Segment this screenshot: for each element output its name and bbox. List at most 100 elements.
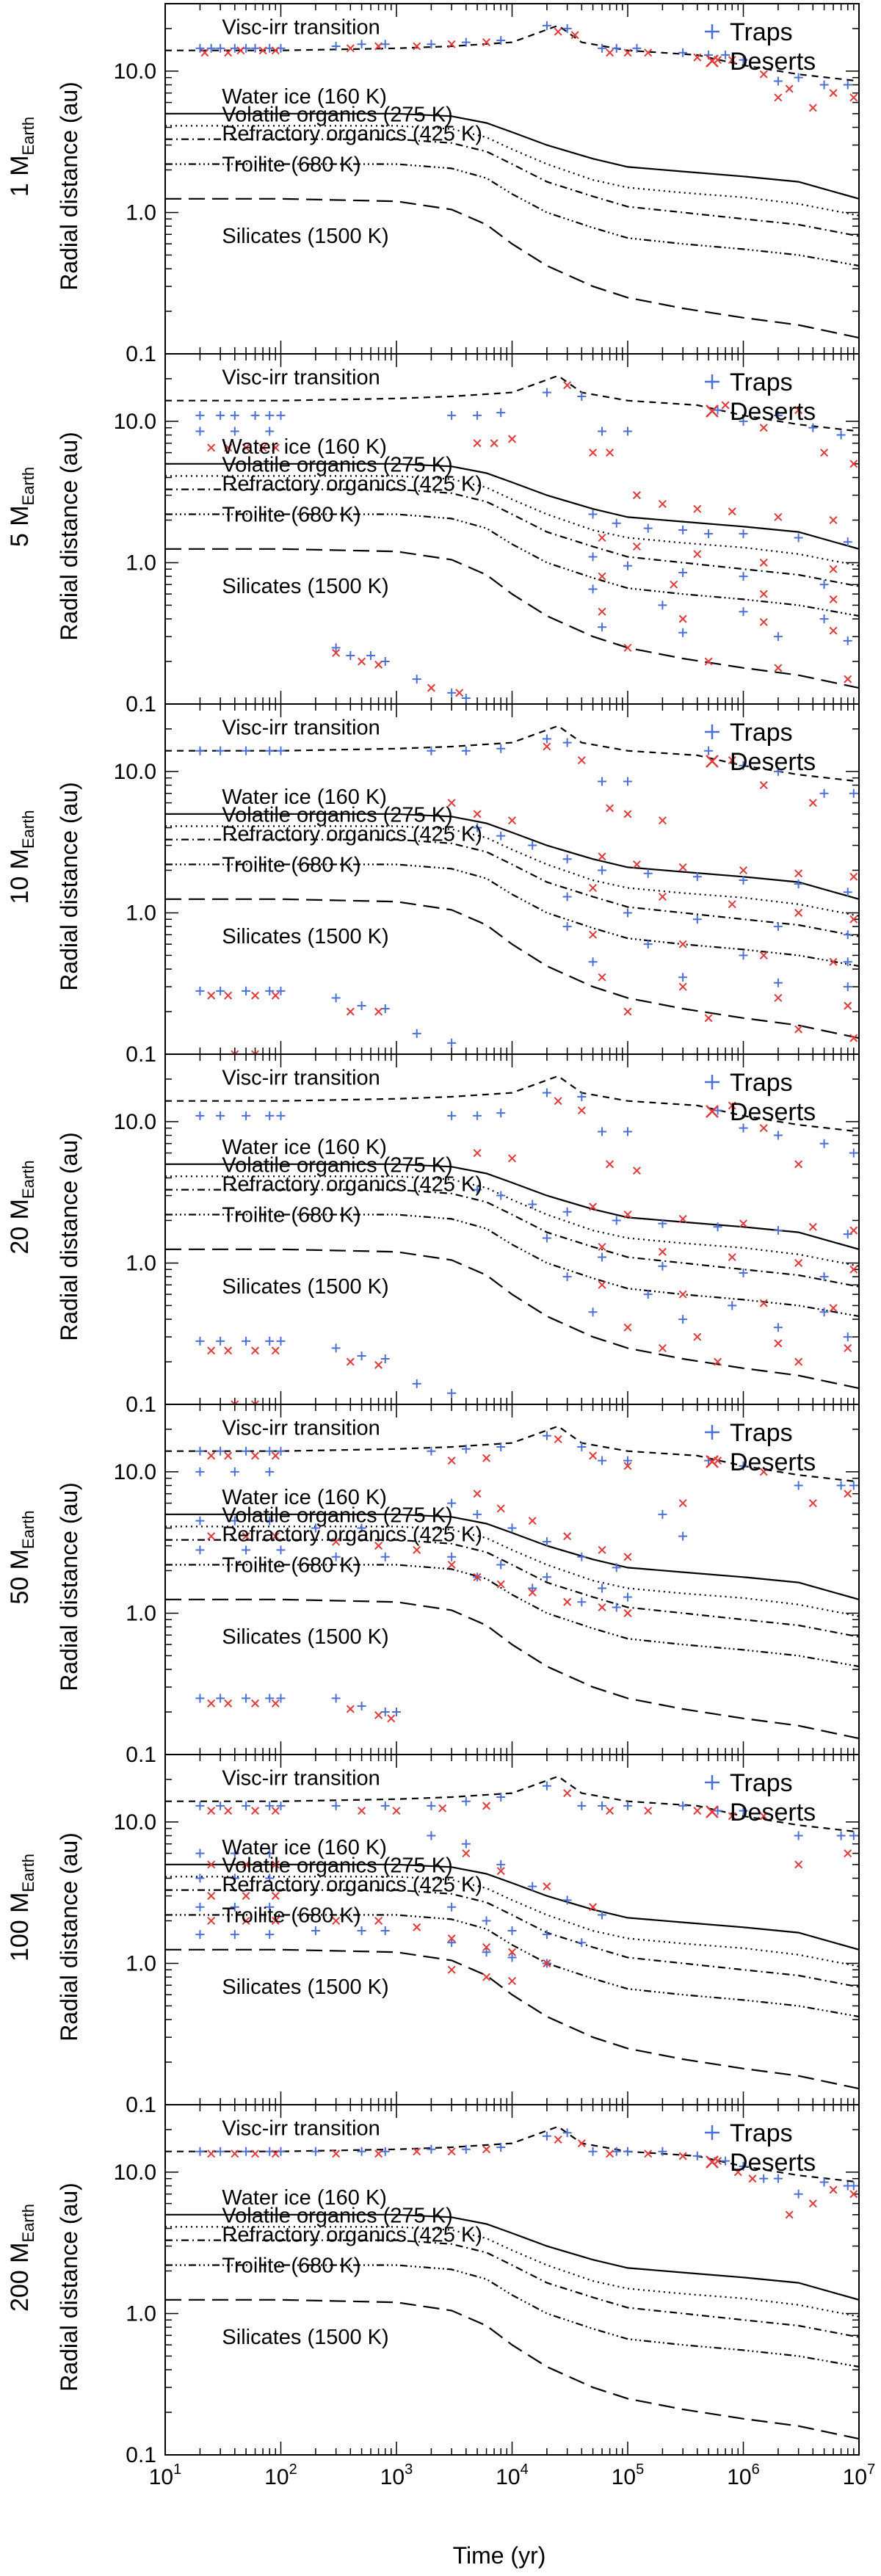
desert-marker <box>849 1226 858 1235</box>
trap-marker <box>773 922 783 932</box>
line-refractory <box>165 1189 859 1288</box>
line-label-volatile: Volatile organics (275 K) <box>222 803 452 827</box>
line-label-silicates: Silicates (1500 K) <box>222 925 388 948</box>
trap-marker <box>739 951 748 960</box>
desert-marker <box>392 1807 401 1815</box>
line-label-visc: Visc-irr transition <box>222 1417 380 1440</box>
trap-marker <box>195 746 205 755</box>
trap-marker <box>265 1902 275 1912</box>
line-label-silicates: Silicates (1500 K) <box>222 575 388 598</box>
trap-marker <box>427 1446 436 1456</box>
legend-marker-traps <box>705 1425 719 1440</box>
trap-marker <box>216 410 225 420</box>
legend-marker-deserts <box>706 1805 719 1818</box>
line-water <box>165 1163 859 1250</box>
desert-marker <box>554 1434 562 1444</box>
trap-marker <box>276 1446 286 1456</box>
desert-marker <box>496 1504 505 1513</box>
trap-marker <box>692 872 702 882</box>
trap-marker <box>773 76 783 86</box>
legend-marker-traps <box>705 374 719 389</box>
desert-marker <box>271 46 280 55</box>
line-troilite <box>165 1564 859 1668</box>
desert-marker <box>482 1942 491 1952</box>
desert-marker <box>447 1934 456 1943</box>
desert-marker <box>678 1290 687 1299</box>
y-axis-label: Radial distance (au) <box>56 782 82 991</box>
trap-marker <box>242 1801 251 1810</box>
trap-marker <box>265 1873 275 1883</box>
trap-marker <box>216 1694 225 1703</box>
trap-marker <box>276 410 286 420</box>
trap-marker <box>678 973 688 982</box>
desert-marker <box>374 1360 383 1369</box>
trap-marker <box>276 746 286 755</box>
legend-label-traps: Traps <box>730 719 793 747</box>
y-axis-label: Radial distance (au) <box>56 1482 82 1691</box>
desert-marker <box>606 804 614 813</box>
trap-marker <box>380 1354 390 1363</box>
desert-marker <box>554 1097 562 1106</box>
desert-marker <box>589 884 598 893</box>
y-axis-label: Radial distance (au) <box>56 81 82 291</box>
trap-marker <box>195 410 205 420</box>
line-silicates <box>165 898 859 1040</box>
desert-marker <box>794 1860 803 1869</box>
panel-6: 0.1 1.0 10.0 Radial distance (au) 100 MEarth… <box>6 1754 860 2117</box>
desert-marker <box>794 406 803 415</box>
desert-marker <box>447 1560 456 1570</box>
y-tick-label: 1.0 <box>126 1951 156 1975</box>
trap-marker <box>773 1323 783 1332</box>
desert-marker <box>528 1517 537 1525</box>
desert-marker <box>623 1210 632 1219</box>
line-label-silicates: Silicates (1500 K) <box>222 1275 388 1299</box>
trap-marker <box>658 1219 667 1228</box>
trap-marker <box>739 761 748 770</box>
trap-marker <box>562 23 572 33</box>
trap-marker <box>577 1552 587 1561</box>
trap-marker <box>412 1028 421 1038</box>
desert-marker <box>808 2199 817 2208</box>
y-tick-label: 1.0 <box>126 551 156 575</box>
trap-marker <box>542 734 551 744</box>
panel-data <box>165 1775 859 2090</box>
trap-marker <box>612 1216 621 1225</box>
trap-marker <box>276 1694 286 1703</box>
trap-marker <box>713 405 722 415</box>
desert-marker <box>728 56 736 65</box>
legend-label-deserts: Deserts <box>730 48 816 76</box>
trap-marker <box>577 1442 587 1451</box>
trap-marker <box>819 1139 829 1148</box>
line-label-troilite: Troilite (680 K) <box>222 153 360 177</box>
desert-marker <box>332 1537 341 1546</box>
line-label-refractory: Refractory organics (425 K) <box>222 2224 482 2247</box>
trap-marker <box>713 1806 722 1815</box>
desert-marker <box>658 816 667 825</box>
desert-marker <box>808 799 817 808</box>
desert-marker <box>759 558 768 567</box>
desert-marker <box>231 1050 239 1054</box>
trap-marker <box>473 1111 482 1120</box>
desert-marker <box>543 742 551 751</box>
desert-marker <box>374 1007 383 1016</box>
trap-marker <box>588 552 598 562</box>
trap-marker <box>542 1233 551 1243</box>
desert-marker <box>774 1339 783 1348</box>
line-refractory <box>165 838 859 937</box>
line-label-visc: Visc-irr transition <box>222 1767 380 1790</box>
trap-marker <box>473 1509 482 1519</box>
desert-marker <box>844 675 852 683</box>
desert-marker <box>242 443 250 452</box>
desert-marker <box>473 1572 482 1581</box>
line-label-refractory: Refractory organics (425 K) <box>222 823 482 846</box>
trap-marker <box>195 427 205 436</box>
trap-marker <box>265 1930 275 1940</box>
trap-marker <box>216 1111 225 1120</box>
trap-marker <box>265 1516 275 1525</box>
trap-marker <box>357 1352 366 1361</box>
trap-marker <box>598 43 607 53</box>
desert-marker <box>242 1532 250 1541</box>
